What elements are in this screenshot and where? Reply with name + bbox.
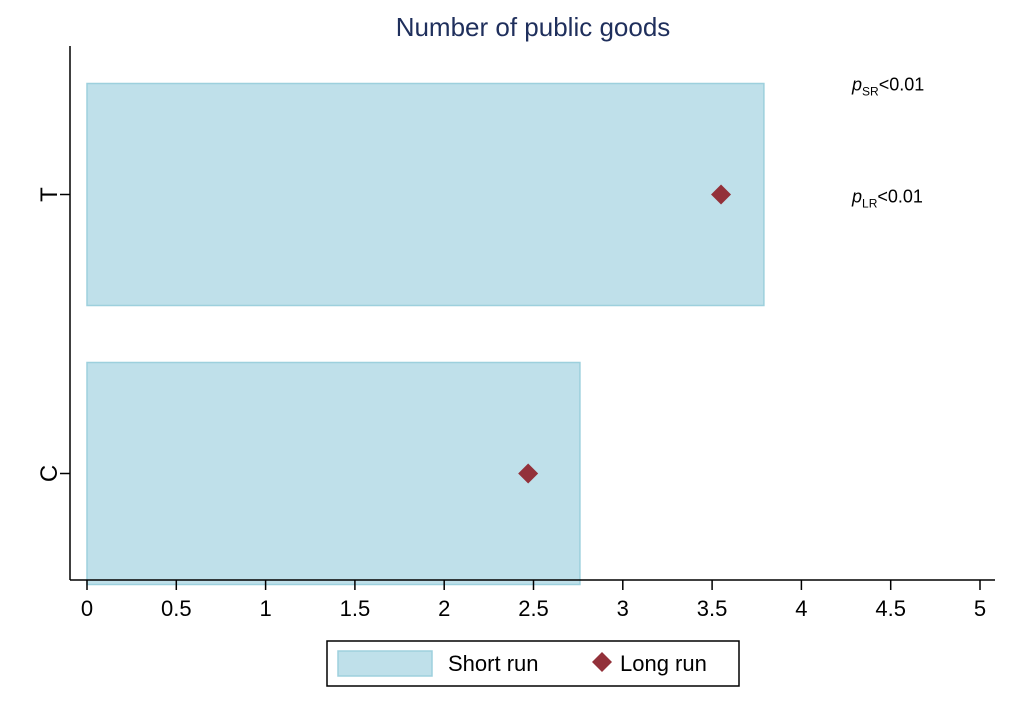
category-label-c: C [36,465,63,482]
category-label-t: T [36,187,63,202]
legend-label-long-run: Long run [620,651,707,676]
marker-long-run-c [518,463,539,484]
legend-swatch-short-run [337,650,433,677]
x-tick-label: 2.5 [518,596,549,621]
annotation-p-sr: pSR<0.01 [851,75,924,99]
y-axis-categories: TC [36,187,70,482]
legend-swatch-long-run [592,652,612,672]
legend-label-short-run: Short run [448,651,539,676]
chart-title: Number of public goods [396,12,671,42]
annotations: pSR<0.01 pLR<0.01 [851,75,924,211]
x-tick-label: 1 [259,596,271,621]
plot-area [86,82,765,586]
x-tick-label: 1.5 [340,596,371,621]
bar-short-run-t [86,82,765,307]
x-tick-label: 4 [795,596,807,621]
x-tick-label: 3.5 [697,596,728,621]
bar-short-run-c [86,361,581,586]
annotation-p-lr: pLR<0.01 [851,187,923,211]
x-tick-label: 0 [81,596,93,621]
x-axis-ticks: 0 0.5 1 1.5 2 2.5 3 3.5 4 4.5 5 [81,580,986,621]
legend: Short run Long run [326,640,740,687]
x-tick-label: 4.5 [875,596,906,621]
x-tick-label: 5 [974,596,986,621]
x-tick-label: 2 [438,596,450,621]
x-tick-label: 3 [617,596,629,621]
marker-long-run-t [711,184,732,205]
x-tick-label: 0.5 [161,596,192,621]
